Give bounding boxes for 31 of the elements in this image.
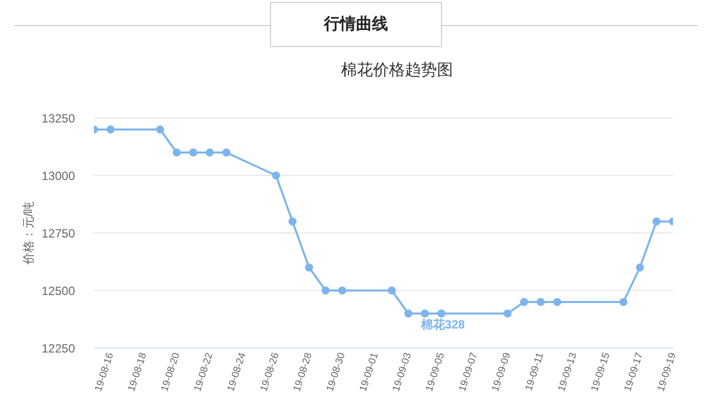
point — [106, 126, 115, 134]
point — [420, 310, 429, 318]
point — [189, 148, 198, 156]
y-axis-title: 价格：元/吨 — [21, 201, 36, 266]
y-tick-label: 12750 — [42, 226, 76, 240]
y-tick-label: 12250 — [42, 341, 76, 356]
point — [222, 148, 230, 156]
point — [388, 286, 396, 294]
point — [536, 298, 545, 306]
point — [652, 218, 660, 226]
y-tick-label: 13000 — [42, 168, 76, 183]
point — [636, 264, 644, 272]
y-tick-label: 13250 — [42, 111, 76, 126]
y-tick-label: 12500 — [42, 284, 76, 298]
point — [206, 148, 214, 156]
point — [172, 148, 181, 156]
point — [553, 298, 562, 306]
point — [404, 310, 412, 318]
point — [437, 310, 446, 318]
point — [156, 126, 164, 134]
point — [338, 286, 346, 294]
point — [520, 298, 528, 306]
series-label: 棉花328 — [420, 318, 466, 332]
point — [504, 310, 512, 318]
point — [288, 218, 297, 226]
chart-title: 棉花价格趋势图 — [341, 62, 453, 79]
point — [272, 172, 280, 180]
point — [322, 286, 330, 294]
text: 行情曲线 — [324, 14, 388, 35]
point — [619, 298, 628, 306]
point — [305, 264, 314, 272]
